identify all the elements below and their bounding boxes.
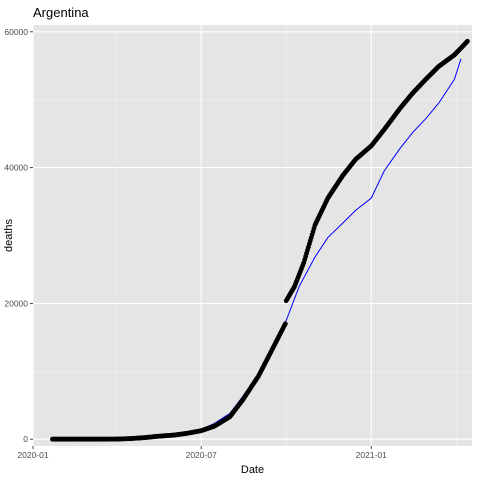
data-point <box>283 321 288 326</box>
x-axis: 2020-01 2020-07 2021-01 <box>17 446 387 460</box>
y-tick-label: 20000 <box>4 298 28 308</box>
y-axis-title: deaths <box>3 218 15 252</box>
x-tick-label: 2020-07 <box>186 450 217 460</box>
y-tick-label: 0 <box>23 434 28 444</box>
x-tick-label: 2021-01 <box>356 450 387 460</box>
y-tick-label: 60000 <box>4 27 28 37</box>
x-axis-title: Date <box>241 464 264 476</box>
chart-title: Argentina <box>33 5 89 20</box>
data-point <box>465 39 470 44</box>
y-tick-label: 40000 <box>4 163 28 173</box>
x-tick-label: 2020-01 <box>17 450 48 460</box>
